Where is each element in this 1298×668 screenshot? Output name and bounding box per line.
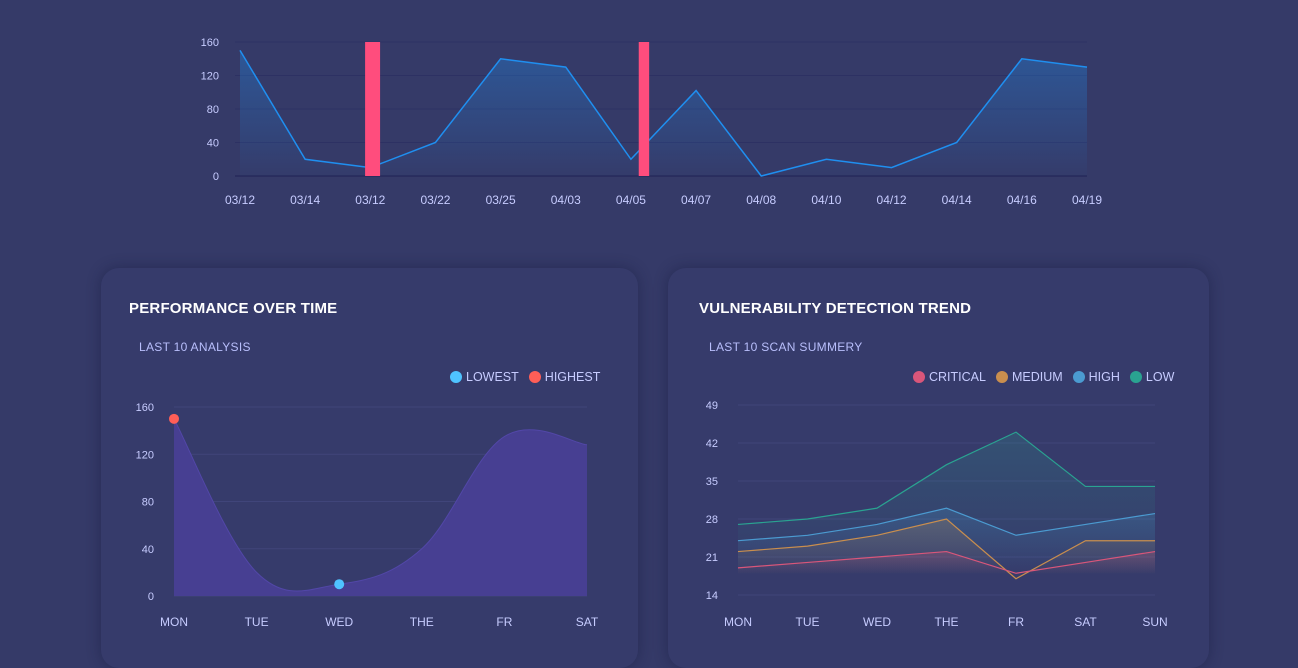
x-tick-label: 03/14 bbox=[290, 193, 320, 207]
y-tick-label: 160 bbox=[136, 402, 154, 414]
y-tick-label: 49 bbox=[706, 400, 718, 412]
y-tick-label: 42 bbox=[706, 438, 718, 450]
marker-lowest bbox=[334, 579, 344, 589]
y-tick-label: 40 bbox=[207, 138, 219, 150]
x-tick-label: TUE bbox=[245, 615, 269, 629]
x-tick-label: THE bbox=[935, 615, 959, 629]
x-tick-label: 04/12 bbox=[877, 193, 907, 207]
y-tick-label: 120 bbox=[201, 71, 219, 83]
vulnerability-panel: VULNERABILITY DETECTION TREND LAST 10 SC… bbox=[668, 268, 1209, 668]
x-tick-label: 04/19 bbox=[1072, 193, 1102, 207]
x-tick-label: 03/25 bbox=[486, 193, 516, 207]
marker-highest bbox=[169, 414, 179, 424]
y-tick-label: 160 bbox=[201, 37, 219, 49]
x-tick-label: 04/05 bbox=[616, 193, 646, 207]
highlight-bar bbox=[365, 42, 380, 176]
y-tick-label: 14 bbox=[706, 590, 718, 602]
highlight-bar bbox=[639, 42, 649, 176]
x-tick-label: WED bbox=[863, 615, 891, 629]
x-tick-label: SAT bbox=[576, 615, 599, 629]
x-tick-label: TUE bbox=[796, 615, 820, 629]
performance-panel: PERFORMANCE OVER TIME LAST 10 ANALYSIS L… bbox=[101, 268, 638, 668]
y-tick-label: 80 bbox=[142, 497, 154, 509]
vulnerability-line-chart: 14 21 28 35 42 49 MON TUE WED THE FR SAT SUN bbox=[668, 268, 1209, 668]
x-tick-label: 04/10 bbox=[811, 193, 841, 207]
y-tick-label: 40 bbox=[142, 544, 154, 556]
y-tick-label: 80 bbox=[207, 104, 219, 116]
y-tick-label: 28 bbox=[706, 514, 718, 526]
top-line-chart: 0 40 80 120 160 03/12 03/14 03/12 03/22 03/25 04/0… bbox=[0, 0, 1298, 215]
y-tick-label: 35 bbox=[706, 476, 718, 488]
x-tick-label: 04/07 bbox=[681, 193, 711, 207]
x-tick-label: SUN bbox=[1142, 615, 1167, 629]
x-tick-label: 03/12 bbox=[355, 193, 385, 207]
x-tick-label: 03/22 bbox=[420, 193, 450, 207]
x-tick-label: 03/12 bbox=[225, 193, 255, 207]
x-tick-label: 04/08 bbox=[746, 193, 776, 207]
y-tick-label: 0 bbox=[148, 591, 154, 603]
x-tick-label: WED bbox=[325, 615, 353, 629]
x-tick-label: FR bbox=[1008, 615, 1024, 629]
x-tick-label: SAT bbox=[1074, 615, 1097, 629]
x-tick-label: 04/14 bbox=[942, 193, 972, 207]
x-tick-label: MON bbox=[160, 615, 188, 629]
x-tick-label: MON bbox=[724, 615, 752, 629]
performance-area-chart: 0 40 80 120 160 MON TUE WED THE FR SAT bbox=[101, 268, 638, 668]
y-tick-label: 21 bbox=[706, 552, 718, 564]
x-tick-label: FR bbox=[496, 615, 512, 629]
y-tick-label: 0 bbox=[213, 171, 219, 183]
x-tick-label: 04/03 bbox=[551, 193, 581, 207]
x-tick-label: 04/16 bbox=[1007, 193, 1037, 207]
y-tick-label: 120 bbox=[136, 449, 154, 461]
area-fill bbox=[174, 419, 587, 596]
x-tick-label: THE bbox=[410, 615, 434, 629]
